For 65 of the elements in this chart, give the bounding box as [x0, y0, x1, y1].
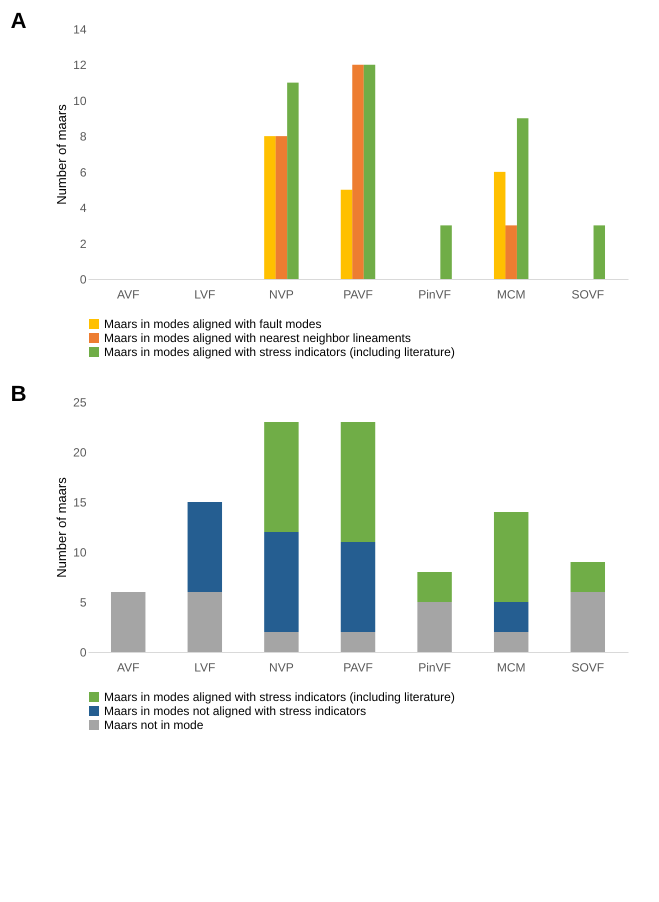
y-tick-label: 4: [80, 201, 87, 216]
x-tick-label: PinVF: [418, 288, 451, 302]
bar: [264, 422, 299, 532]
bar: [594, 225, 606, 279]
y-tick-label: 25: [73, 396, 87, 410]
bar: [264, 532, 299, 632]
bar: [494, 512, 528, 602]
bar: [516, 118, 528, 279]
x-tick-label: MCM: [496, 660, 526, 674]
bar: [417, 602, 452, 652]
y-axis-title: Number of maars: [54, 104, 70, 205]
x-tick-label: PAVF: [343, 288, 373, 302]
chart-title: B: [10, 381, 27, 406]
legend-label: Maars in modes aligned with fault modes: [104, 317, 322, 331]
bar: [340, 190, 352, 279]
x-tick-label: PinVF: [418, 660, 451, 674]
bar: [352, 64, 364, 279]
y-tick-label: 15: [73, 496, 87, 510]
bar: [264, 136, 276, 279]
bar: [364, 64, 376, 279]
y-tick-label: 20: [73, 446, 87, 460]
y-tick-label: 0: [80, 272, 87, 286]
bar: [276, 136, 288, 279]
bar: [494, 602, 528, 632]
y-tick-label: 6: [80, 165, 87, 180]
bar: [340, 422, 376, 542]
x-tick-label: AVF: [116, 288, 140, 302]
x-tick-label: MCM: [496, 288, 526, 302]
bar: [505, 225, 517, 279]
bar: [340, 632, 376, 652]
y-tick-label: 2: [80, 236, 87, 251]
bar: [570, 562, 606, 592]
y-tick-label: 14: [73, 22, 87, 36]
y-axis-title: Number of maars: [54, 476, 70, 578]
legend-label: Maars in modes aligned with stress indicators (including literature): [104, 690, 455, 704]
legend-label: Maars in modes not aligned with stress indicators: [104, 704, 366, 718]
legend-label: Maars in modes aligned with nearest neighbor lineaments: [104, 331, 411, 345]
x-tick-label: SOVF: [571, 660, 604, 674]
x-tick-label: AVF: [116, 660, 140, 674]
legend-label: Maars in modes aligned with stress indicators (including literature): [104, 345, 455, 359]
y-tick-label: 0: [80, 646, 87, 660]
bar: [417, 572, 452, 602]
chart-title: A: [10, 8, 27, 33]
bar: [110, 592, 146, 652]
x-tick-label: LVF: [194, 660, 216, 674]
legend-label: Maars not in mode: [104, 718, 204, 732]
bar: [570, 592, 606, 652]
y-tick-label: 10: [73, 94, 87, 108]
bar: [340, 542, 376, 632]
bar: [494, 632, 528, 652]
bar: [494, 172, 506, 279]
bar: [188, 502, 222, 592]
y-tick-label: 5: [80, 596, 87, 610]
x-tick-label: PAVF: [343, 660, 373, 674]
x-tick-label: NVP: [269, 660, 294, 674]
y-tick-label: 12: [73, 58, 87, 72]
y-tick-label: 8: [80, 130, 87, 144]
bar: [264, 632, 299, 652]
x-tick-label: SOVF: [571, 288, 604, 302]
x-tick-label: LVF: [194, 288, 216, 302]
bar: [287, 82, 299, 279]
bar: [188, 592, 222, 652]
x-tick-label: NVP: [269, 288, 294, 302]
bar: [440, 225, 452, 279]
y-tick-label: 10: [73, 546, 87, 560]
